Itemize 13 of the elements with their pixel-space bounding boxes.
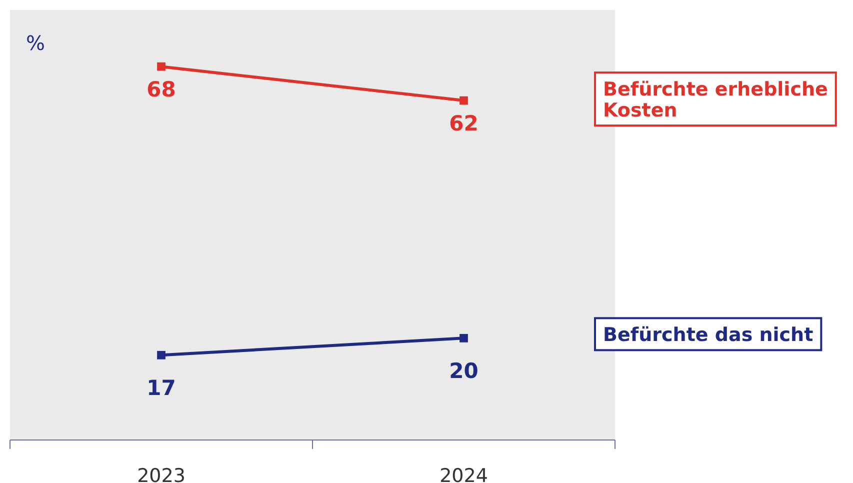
data-label: 17 — [146, 376, 176, 400]
point — [460, 96, 468, 105]
point — [460, 334, 468, 342]
point — [157, 350, 166, 360]
text: Befürchte das nicht — [603, 324, 814, 346]
point — [157, 62, 166, 71]
x-tick-label: 2023 — [137, 465, 186, 483]
text: Befürchte erhebliche Kosten — [603, 78, 828, 122]
y-axis-title: % — [26, 31, 46, 55]
data-label: 62 — [449, 112, 478, 136]
data-label: 68 — [146, 78, 176, 102]
x-tick-label: 2024 — [440, 465, 488, 483]
data-label: 20 — [449, 359, 478, 384]
